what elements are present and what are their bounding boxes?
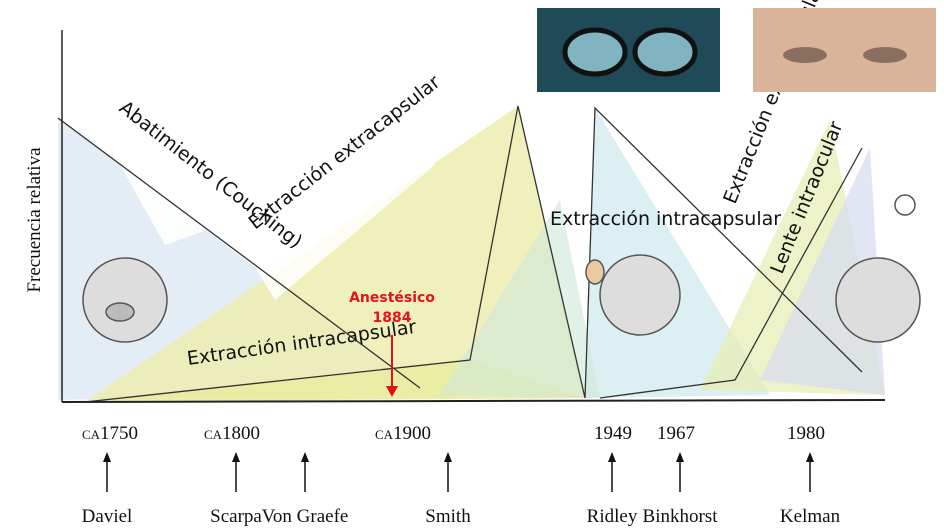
annotation: 1884 (373, 310, 412, 326)
photo-detail (783, 47, 827, 63)
diagram: Frecuencia relativa Abatimiento (Couchin… (0, 0, 944, 529)
iol-icon (895, 195, 915, 215)
date-label: 1949 (594, 423, 632, 444)
date-label: ca1800 (204, 423, 260, 444)
eye-lens (106, 303, 134, 321)
photo-detail (635, 30, 695, 74)
date-label: 1980 (787, 423, 825, 444)
annotation: Anestésico (349, 290, 435, 306)
photo (753, 8, 936, 92)
person-label: Kelman (780, 506, 841, 527)
person-label: Binkhorst (643, 506, 719, 527)
eye-icon (836, 258, 920, 342)
arrowhead (608, 452, 616, 462)
eye-icon (600, 255, 680, 335)
person-label: Smith (425, 506, 471, 527)
arrowhead (806, 452, 814, 462)
person-label: Scarpa (210, 506, 262, 527)
date-label: ca1900 (375, 423, 431, 444)
date-label: ca1750 (82, 423, 138, 444)
arrowhead (676, 452, 684, 462)
arrowhead (103, 452, 111, 462)
photo-detail (863, 47, 907, 63)
eye-lens (586, 260, 604, 284)
arrowhead (301, 452, 309, 462)
y-axis-label: Frecuencia relativa (24, 147, 45, 293)
region-label: Extracción intracapsular (550, 208, 781, 230)
date-label: 1967 (657, 423, 695, 444)
person-label: Von Graefe (262, 506, 349, 527)
arrowhead (444, 452, 452, 462)
timeline: ca1750 ca1800 ca1900 1949 1967 1980 Daviel Scar… (82, 423, 841, 527)
eye-icon (83, 258, 167, 342)
person-label: Daviel (82, 506, 133, 527)
page: {"axis": {"y_label": "Frecuencia relativ… (0, 0, 944, 529)
arrowhead (232, 452, 240, 462)
person-label: Ridley (587, 506, 638, 527)
photo-detail (565, 30, 625, 74)
